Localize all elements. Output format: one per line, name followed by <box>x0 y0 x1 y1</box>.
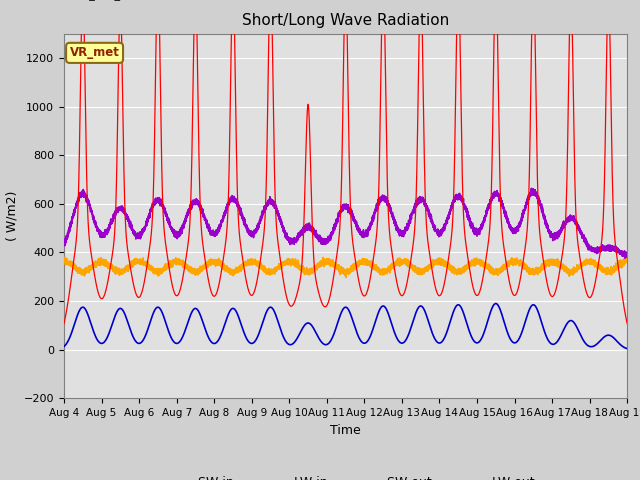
Text: VR_met: VR_met <box>70 47 120 60</box>
X-axis label: Time: Time <box>330 424 361 437</box>
Y-axis label: ( W/m2): ( W/m2) <box>5 191 18 241</box>
Title: Short/Long Wave Radiation: Short/Long Wave Radiation <box>242 13 449 28</box>
Legend: SW in, LW in, SW out, LW out: SW in, LW in, SW out, LW out <box>152 471 540 480</box>
